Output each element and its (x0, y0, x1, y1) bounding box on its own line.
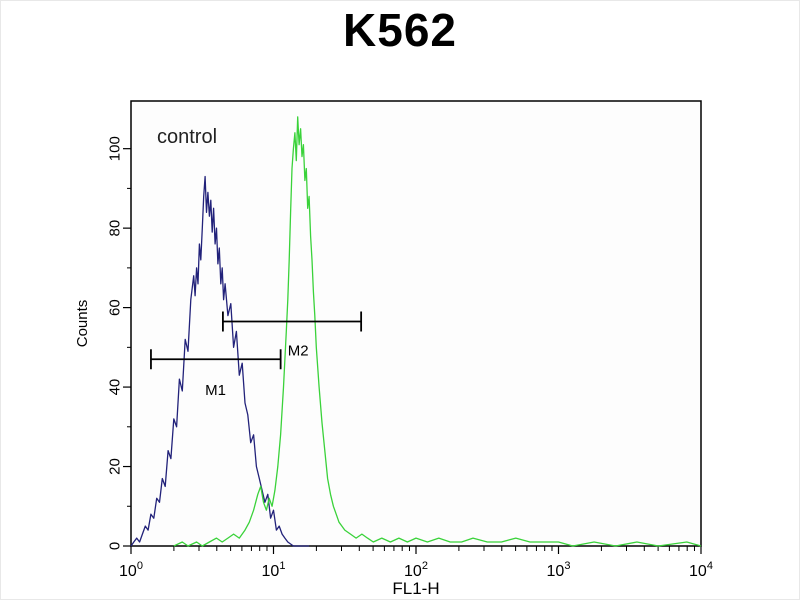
y-axis-label: Counts (74, 300, 91, 348)
x-tick-label: 102 (404, 560, 428, 580)
y-tick-label: 60 (107, 299, 124, 316)
y-tick-label: 40 (107, 379, 124, 396)
x-tick-label: 104 (689, 560, 713, 580)
gate-m1-label: M1 (205, 382, 226, 399)
y-tick-label: 20 (107, 458, 124, 475)
x-tick-label: 103 (547, 560, 571, 580)
gate-m2-label: M2 (288, 342, 309, 359)
x-tick-label: 100 (119, 560, 143, 580)
y-tick-label: 80 (107, 220, 124, 237)
control-annotation: control (157, 126, 217, 148)
x-axis-label: FL1-H (392, 579, 439, 598)
chart-title: K562 (343, 4, 457, 56)
series-antibody-curve (173, 116, 702, 547)
x-tick-label: 101 (262, 560, 286, 580)
plot-frame (130, 100, 702, 547)
y-tick-label: 0 (107, 542, 124, 550)
y-tick-label: 100 (107, 136, 124, 161)
